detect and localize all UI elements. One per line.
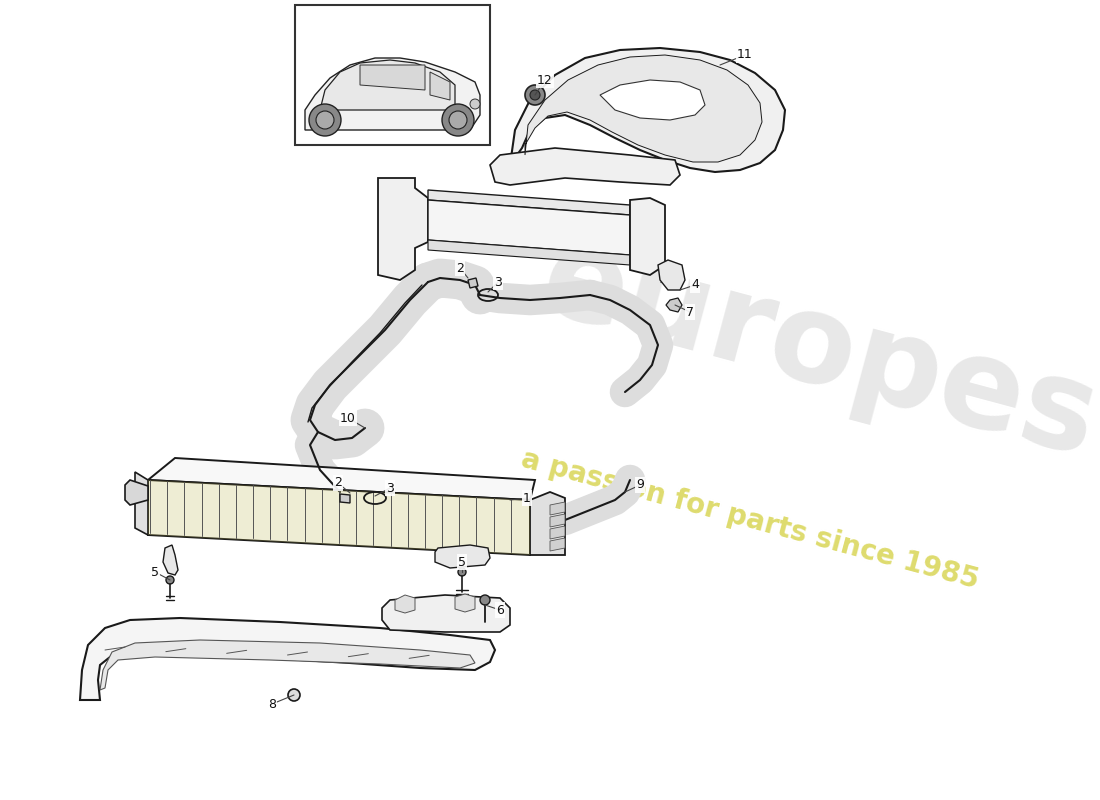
Circle shape bbox=[442, 104, 474, 136]
Polygon shape bbox=[148, 480, 530, 555]
Text: 11: 11 bbox=[737, 49, 752, 62]
Text: 3: 3 bbox=[494, 275, 502, 289]
Text: 5: 5 bbox=[458, 555, 466, 569]
Text: 2: 2 bbox=[456, 262, 464, 274]
Text: 12: 12 bbox=[537, 74, 553, 86]
Text: 5: 5 bbox=[151, 566, 160, 578]
Polygon shape bbox=[382, 595, 510, 632]
Text: a passion for parts since 1985: a passion for parts since 1985 bbox=[518, 446, 982, 594]
Polygon shape bbox=[340, 494, 350, 503]
Polygon shape bbox=[510, 48, 785, 172]
Polygon shape bbox=[550, 526, 565, 539]
Polygon shape bbox=[434, 545, 490, 568]
Polygon shape bbox=[630, 198, 666, 275]
Circle shape bbox=[316, 111, 334, 129]
Polygon shape bbox=[80, 618, 495, 700]
Text: 8: 8 bbox=[268, 698, 276, 710]
Text: 3: 3 bbox=[386, 482, 394, 494]
Polygon shape bbox=[600, 80, 705, 120]
Polygon shape bbox=[163, 545, 178, 575]
Polygon shape bbox=[428, 190, 630, 215]
Polygon shape bbox=[455, 594, 475, 612]
Polygon shape bbox=[148, 480, 530, 555]
Polygon shape bbox=[428, 240, 630, 265]
Polygon shape bbox=[148, 458, 535, 500]
Text: 4: 4 bbox=[691, 278, 698, 291]
Polygon shape bbox=[320, 60, 455, 110]
Circle shape bbox=[470, 99, 480, 109]
Polygon shape bbox=[658, 260, 685, 290]
Polygon shape bbox=[666, 298, 682, 312]
Polygon shape bbox=[468, 278, 478, 288]
Text: 10: 10 bbox=[340, 411, 356, 425]
Text: 6: 6 bbox=[496, 603, 504, 617]
Circle shape bbox=[166, 576, 174, 584]
Polygon shape bbox=[360, 65, 425, 90]
Polygon shape bbox=[125, 480, 148, 505]
Polygon shape bbox=[550, 538, 565, 551]
Circle shape bbox=[480, 595, 490, 605]
Polygon shape bbox=[135, 472, 149, 535]
Polygon shape bbox=[428, 200, 630, 255]
Polygon shape bbox=[550, 502, 565, 515]
Circle shape bbox=[458, 568, 466, 576]
Polygon shape bbox=[550, 514, 565, 527]
Text: europes: europes bbox=[529, 218, 1100, 482]
Polygon shape bbox=[100, 640, 475, 690]
Text: 2: 2 bbox=[334, 477, 342, 490]
Circle shape bbox=[530, 90, 540, 100]
Polygon shape bbox=[530, 492, 565, 555]
Polygon shape bbox=[430, 72, 450, 100]
Text: 7: 7 bbox=[686, 306, 694, 318]
Circle shape bbox=[309, 104, 341, 136]
Polygon shape bbox=[378, 178, 428, 280]
Circle shape bbox=[525, 85, 544, 105]
Bar bbox=[295, 5, 490, 145]
Circle shape bbox=[288, 689, 300, 701]
Polygon shape bbox=[525, 55, 762, 162]
Polygon shape bbox=[395, 595, 415, 613]
Polygon shape bbox=[305, 58, 480, 130]
Circle shape bbox=[449, 111, 468, 129]
Text: 9: 9 bbox=[636, 478, 644, 491]
Text: 1: 1 bbox=[524, 491, 531, 505]
Polygon shape bbox=[490, 148, 680, 185]
